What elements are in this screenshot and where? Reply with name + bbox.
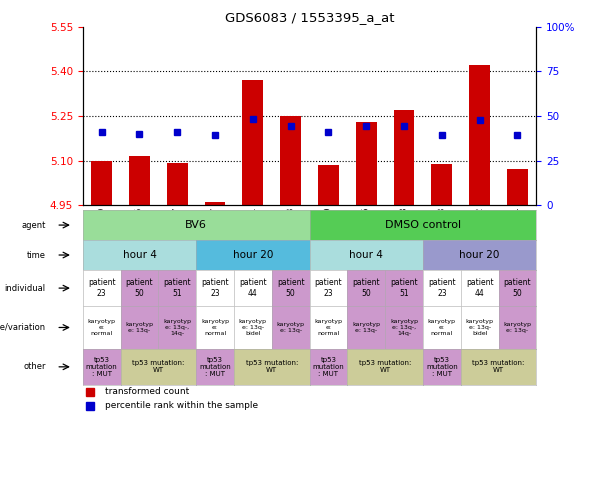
Text: patient
23: patient 23 <box>201 278 229 298</box>
Text: transformed count: transformed count <box>105 387 189 397</box>
Bar <box>394 110 414 205</box>
Text: hour 20: hour 20 <box>233 250 273 260</box>
Bar <box>507 169 528 205</box>
Text: tp53
mutation
: MUT: tp53 mutation : MUT <box>86 357 118 377</box>
Bar <box>356 122 376 205</box>
Text: karyotyp
e: 13q-: karyotyp e: 13q- <box>126 322 153 333</box>
Text: patient
44: patient 44 <box>239 278 267 298</box>
Text: karyotyp
e: 13q-: karyotyp e: 13q- <box>352 322 380 333</box>
Text: karyotyp
e: 13q-: karyotyp e: 13q- <box>276 322 305 333</box>
Bar <box>129 156 150 205</box>
Text: karyotyp
e:
normal: karyotyp e: normal <box>428 319 456 336</box>
Text: karyotyp
e:
normal: karyotyp e: normal <box>314 319 343 336</box>
Text: tp53
mutation
: MUT: tp53 mutation : MUT <box>426 357 458 377</box>
Title: GDS6083 / 1553395_a_at: GDS6083 / 1553395_a_at <box>225 11 394 24</box>
Text: percentile rank within the sample: percentile rank within the sample <box>105 401 259 411</box>
Text: BV6: BV6 <box>185 220 207 230</box>
Text: other: other <box>23 362 45 371</box>
Bar <box>318 165 339 205</box>
Bar <box>91 161 112 205</box>
Text: individual: individual <box>4 284 45 293</box>
Text: tp53
mutation
: MUT: tp53 mutation : MUT <box>313 357 345 377</box>
Text: time: time <box>26 251 45 259</box>
Text: hour 4: hour 4 <box>349 250 383 260</box>
Text: tp53 mutation:
WT: tp53 mutation: WT <box>246 360 298 373</box>
Text: patient
50: patient 50 <box>504 278 531 298</box>
Text: agent: agent <box>21 221 45 229</box>
Bar <box>470 65 490 205</box>
Text: patient
44: patient 44 <box>466 278 493 298</box>
Text: karyotyp
e:
normal: karyotyp e: normal <box>88 319 116 336</box>
Text: patient
51: patient 51 <box>390 278 418 298</box>
Text: patient
50: patient 50 <box>352 278 380 298</box>
Text: tp53 mutation:
WT: tp53 mutation: WT <box>359 360 411 373</box>
Text: patient
23: patient 23 <box>428 278 455 298</box>
Text: karyotyp
e: 13q-
bidel: karyotyp e: 13q- bidel <box>466 319 493 336</box>
Text: patient
23: patient 23 <box>88 278 115 298</box>
Text: tp53
mutation
: MUT: tp53 mutation : MUT <box>199 357 231 377</box>
Text: patient
51: patient 51 <box>164 278 191 298</box>
Text: karyotyp
e: 13q-,
14q-: karyotyp e: 13q-, 14q- <box>163 319 191 336</box>
Bar <box>243 80 263 205</box>
Bar <box>205 202 226 205</box>
Text: karyotyp
e:
normal: karyotyp e: normal <box>201 319 229 336</box>
Text: karyotyp
e: 13q-
bidel: karyotyp e: 13q- bidel <box>239 319 267 336</box>
Text: DMSO control: DMSO control <box>385 220 461 230</box>
Text: patient
23: patient 23 <box>314 278 342 298</box>
Text: karyotyp
e: 13q-,
14q-: karyotyp e: 13q-, 14q- <box>390 319 418 336</box>
Text: hour 20: hour 20 <box>460 250 500 260</box>
Text: hour 4: hour 4 <box>123 250 156 260</box>
Text: karyotyp
e: 13q-: karyotyp e: 13q- <box>503 322 531 333</box>
Bar <box>167 163 188 205</box>
Text: patient
50: patient 50 <box>126 278 153 298</box>
Text: patient
50: patient 50 <box>277 278 305 298</box>
Text: genotype/variation: genotype/variation <box>0 323 45 332</box>
Text: tp53 mutation:
WT: tp53 mutation: WT <box>132 360 185 373</box>
Bar <box>280 116 301 205</box>
Bar <box>432 165 452 205</box>
Text: tp53 mutation:
WT: tp53 mutation: WT <box>473 360 525 373</box>
